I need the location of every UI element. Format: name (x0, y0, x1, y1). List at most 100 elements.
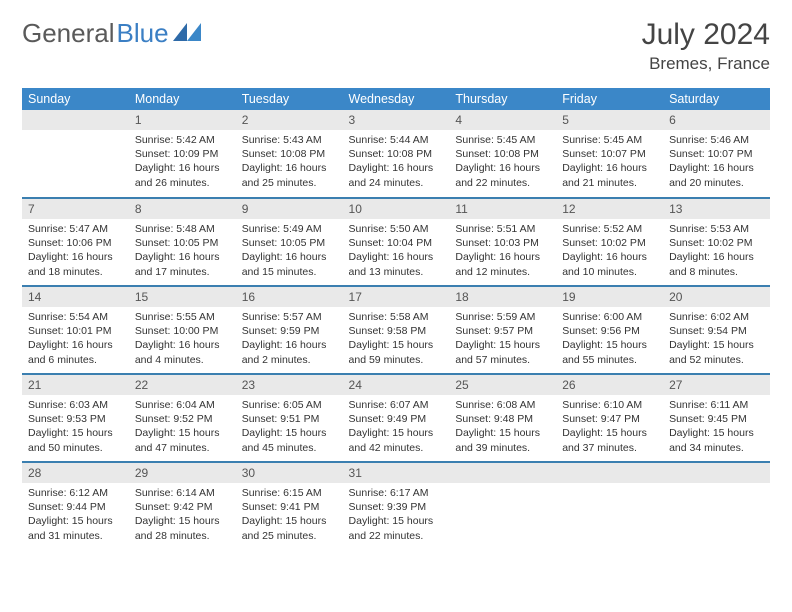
day-content: Sunrise: 6:11 AMSunset: 9:45 PMDaylight:… (663, 395, 770, 459)
sunset-line: Sunset: 10:05 PM (135, 236, 230, 250)
sunrise-line: Sunrise: 5:46 AM (669, 133, 764, 147)
daylight-line: Daylight: 15 hours and 22 minutes. (349, 514, 444, 542)
weekday-header: Friday (556, 88, 663, 110)
day-number: 10 (343, 199, 450, 219)
sunset-line: Sunset: 10:08 PM (242, 147, 337, 161)
day-content: Sunrise: 5:55 AMSunset: 10:00 PMDaylight… (129, 307, 236, 371)
day-content: Sunrise: 6:17 AMSunset: 9:39 PMDaylight:… (343, 483, 450, 547)
daylight-line: Daylight: 15 hours and 31 minutes. (28, 514, 123, 542)
day-number: 8 (129, 199, 236, 219)
day-number: 18 (449, 287, 556, 307)
calendar-day-cell: 27Sunrise: 6:11 AMSunset: 9:45 PMDayligh… (663, 374, 770, 462)
sunset-line: Sunset: 10:04 PM (349, 236, 444, 250)
weekday-header: Wednesday (343, 88, 450, 110)
sunrise-line: Sunrise: 5:53 AM (669, 222, 764, 236)
calendar-day-cell: 7Sunrise: 5:47 AMSunset: 10:06 PMDayligh… (22, 198, 129, 286)
calendar-day-cell: 11Sunrise: 5:51 AMSunset: 10:03 PMDaylig… (449, 198, 556, 286)
daylight-line: Daylight: 15 hours and 59 minutes. (349, 338, 444, 366)
sunrise-line: Sunrise: 5:48 AM (135, 222, 230, 236)
sunrise-line: Sunrise: 5:43 AM (242, 133, 337, 147)
sunrise-line: Sunrise: 5:50 AM (349, 222, 444, 236)
sunrise-line: Sunrise: 5:45 AM (455, 133, 550, 147)
day-content: Sunrise: 5:50 AMSunset: 10:04 PMDaylight… (343, 219, 450, 283)
day-content: Sunrise: 5:46 AMSunset: 10:07 PMDaylight… (663, 130, 770, 194)
sunset-line: Sunset: 9:57 PM (455, 324, 550, 338)
location: Bremes, France (642, 54, 770, 74)
day-content: Sunrise: 6:05 AMSunset: 9:51 PMDaylight:… (236, 395, 343, 459)
weekday-header: Saturday (663, 88, 770, 110)
day-number: 20 (663, 287, 770, 307)
day-number: 19 (556, 287, 663, 307)
day-number: 2 (236, 110, 343, 130)
day-content: Sunrise: 6:14 AMSunset: 9:42 PMDaylight:… (129, 483, 236, 547)
day-number: 1 (129, 110, 236, 130)
sunrise-line: Sunrise: 6:04 AM (135, 398, 230, 412)
sunrise-line: Sunrise: 6:12 AM (28, 486, 123, 500)
day-number: 7 (22, 199, 129, 219)
calendar-day-cell: 24Sunrise: 6:07 AMSunset: 9:49 PMDayligh… (343, 374, 450, 462)
sunrise-line: Sunrise: 5:57 AM (242, 310, 337, 324)
sunset-line: Sunset: 10:08 PM (455, 147, 550, 161)
daylight-line: Daylight: 16 hours and 25 minutes. (242, 161, 337, 189)
day-content: Sunrise: 6:04 AMSunset: 9:52 PMDaylight:… (129, 395, 236, 459)
daylight-line: Daylight: 16 hours and 12 minutes. (455, 250, 550, 278)
sunrise-line: Sunrise: 6:11 AM (669, 398, 764, 412)
day-number: 26 (556, 375, 663, 395)
title-block: July 2024 Bremes, France (642, 18, 770, 74)
daylight-line: Daylight: 16 hours and 22 minutes. (455, 161, 550, 189)
sunset-line: Sunset: 10:07 PM (669, 147, 764, 161)
day-number: 12 (556, 199, 663, 219)
sunset-line: Sunset: 9:48 PM (455, 412, 550, 426)
sunset-line: Sunset: 10:05 PM (242, 236, 337, 250)
daylight-line: Daylight: 16 hours and 26 minutes. (135, 161, 230, 189)
day-number: 6 (663, 110, 770, 130)
daylight-line: Daylight: 15 hours and 25 minutes. (242, 514, 337, 542)
calendar-day-cell: 23Sunrise: 6:05 AMSunset: 9:51 PMDayligh… (236, 374, 343, 462)
calendar-day-cell: 31Sunrise: 6:17 AMSunset: 9:39 PMDayligh… (343, 462, 450, 550)
weekday-header: Sunday (22, 88, 129, 110)
calendar-day-cell: 1Sunrise: 5:42 AMSunset: 10:09 PMDayligh… (129, 110, 236, 198)
day-content: Sunrise: 6:08 AMSunset: 9:48 PMDaylight:… (449, 395, 556, 459)
daylight-line: Daylight: 16 hours and 4 minutes. (135, 338, 230, 366)
day-number: 14 (22, 287, 129, 307)
daylight-line: Daylight: 15 hours and 57 minutes. (455, 338, 550, 366)
calendar-day-cell: 2 Sunrise: 5:43 AMSunset: 10:08 PMDayligh… (236, 110, 343, 198)
sunrise-line: Sunrise: 6:10 AM (562, 398, 657, 412)
day-content: Sunrise: 5:54 AMSunset: 10:01 PMDaylight… (22, 307, 129, 371)
calendar-day-cell: 26Sunrise: 6:10 AMSunset: 9:47 PMDayligh… (556, 374, 663, 462)
sunset-line: Sunset: 9:56 PM (562, 324, 657, 338)
daylight-line: Daylight: 15 hours and 42 minutes. (349, 426, 444, 454)
logo-flag-icon (173, 23, 201, 45)
day-content: Sunrise: 5:49 AMSunset: 10:05 PMDaylight… (236, 219, 343, 283)
sunrise-line: Sunrise: 5:55 AM (135, 310, 230, 324)
sunset-line: Sunset: 9:59 PM (242, 324, 337, 338)
calendar-week-row: 28Sunrise: 6:12 AMSunset: 9:44 PMDayligh… (22, 462, 770, 550)
day-number: 11 (449, 199, 556, 219)
calendar-day-cell: 29Sunrise: 6:14 AMSunset: 9:42 PMDayligh… (129, 462, 236, 550)
daylight-line: Daylight: 16 hours and 10 minutes. (562, 250, 657, 278)
sunrise-line: Sunrise: 5:59 AM (455, 310, 550, 324)
day-content: Sunrise: 6:15 AMSunset: 9:41 PMDaylight:… (236, 483, 343, 547)
calendar-day-cell: 4Sunrise: 5:45 AMSunset: 10:08 PMDayligh… (449, 110, 556, 198)
day-number: 30 (236, 463, 343, 483)
daylight-line: Daylight: 15 hours and 34 minutes. (669, 426, 764, 454)
calendar-day-cell: 8Sunrise: 5:48 AMSunset: 10:05 PMDayligh… (129, 198, 236, 286)
day-content: Sunrise: 6:10 AMSunset: 9:47 PMDaylight:… (556, 395, 663, 459)
daylight-line: Daylight: 15 hours and 52 minutes. (669, 338, 764, 366)
calendar-day-cell: 12Sunrise: 5:52 AMSunset: 10:02 PMDaylig… (556, 198, 663, 286)
sunrise-line: Sunrise: 5:49 AM (242, 222, 337, 236)
day-number: 29 (129, 463, 236, 483)
daylight-line: Daylight: 15 hours and 45 minutes. (242, 426, 337, 454)
sunset-line: Sunset: 10:09 PM (135, 147, 230, 161)
daylight-line: Daylight: 16 hours and 18 minutes. (28, 250, 123, 278)
sunset-line: Sunset: 10:07 PM (562, 147, 657, 161)
calendar-table: SundayMondayTuesdayWednesdayThursdayFrid… (22, 88, 770, 550)
day-number: 15 (129, 287, 236, 307)
sunset-line: Sunset: 9:45 PM (669, 412, 764, 426)
daylight-line: Daylight: 16 hours and 21 minutes. (562, 161, 657, 189)
daylight-line: Daylight: 16 hours and 6 minutes. (28, 338, 123, 366)
calendar-day-cell: 14Sunrise: 5:54 AMSunset: 10:01 PMDaylig… (22, 286, 129, 374)
weekday-header: Monday (129, 88, 236, 110)
day-number: 28 (22, 463, 129, 483)
daylight-line: Daylight: 16 hours and 20 minutes. (669, 161, 764, 189)
